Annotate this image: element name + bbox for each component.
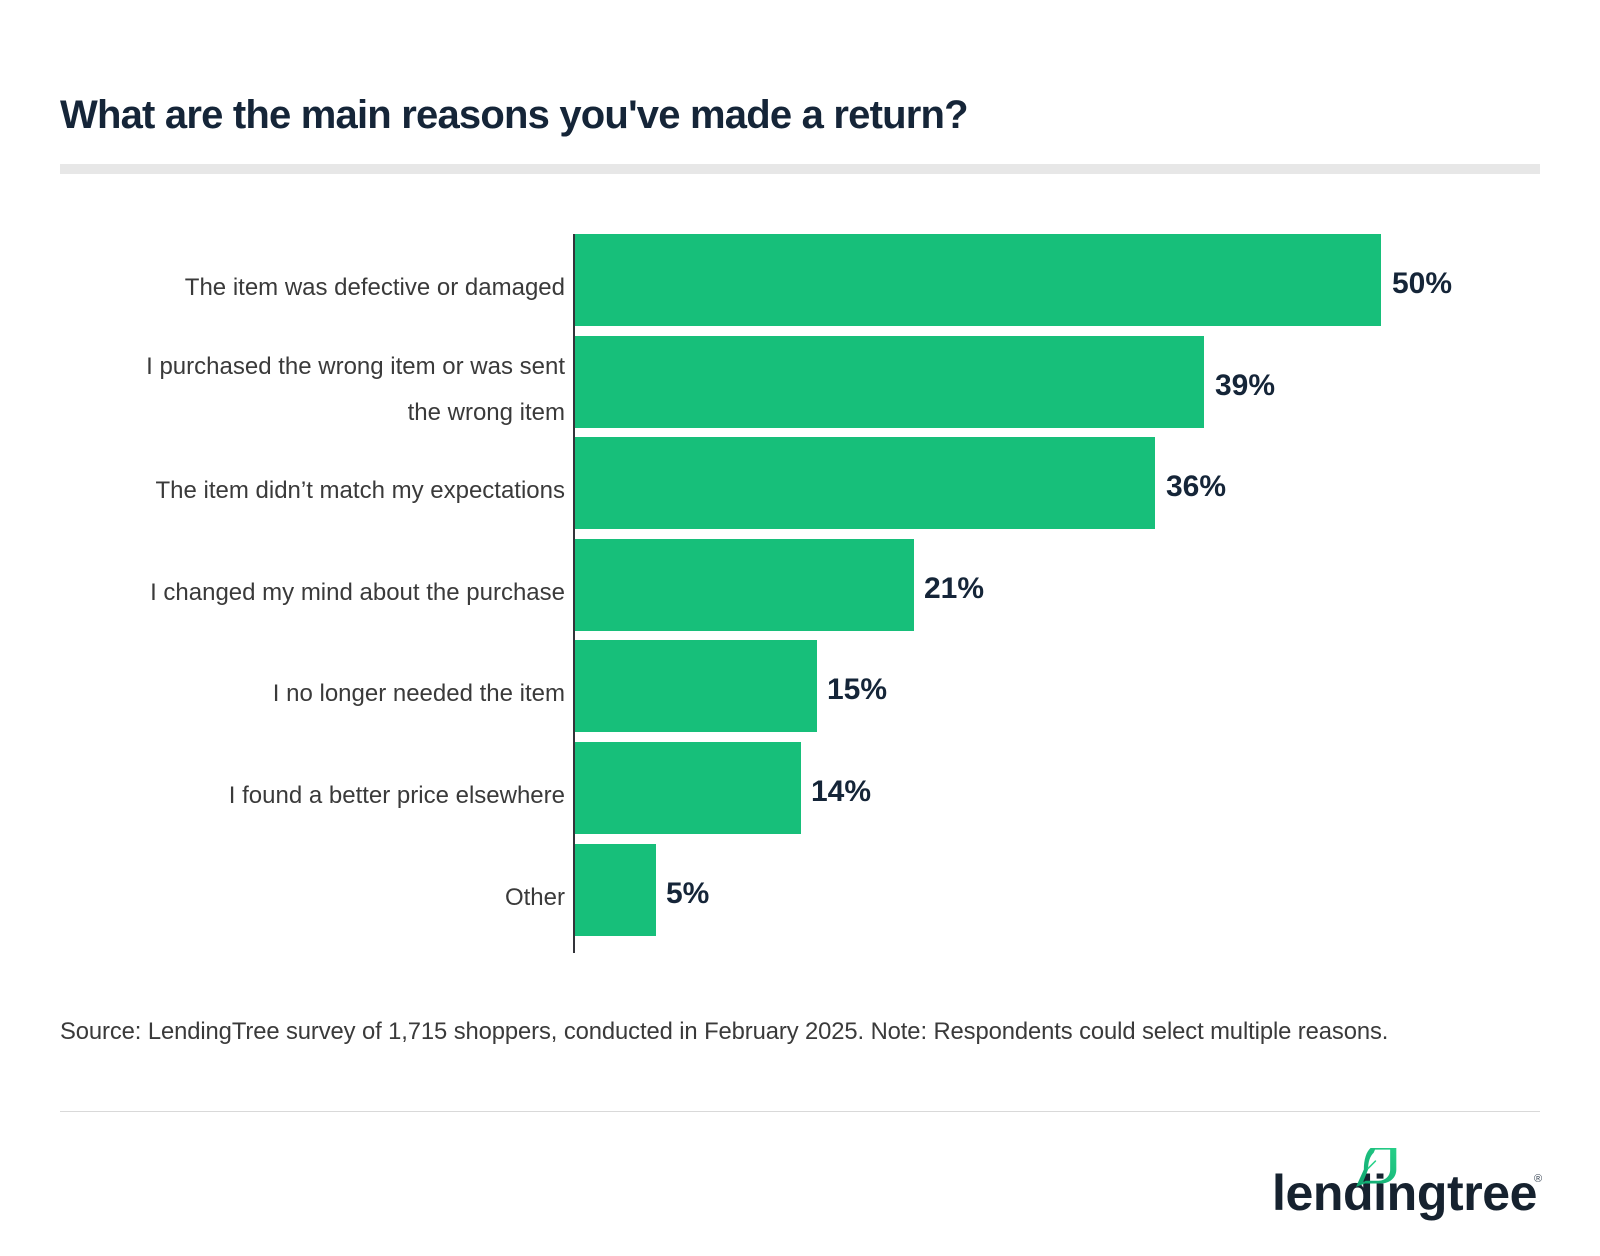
svg-text:®: ® — [1534, 1173, 1542, 1185]
svg-text:lendingtree: lendingtree — [1272, 1165, 1537, 1221]
